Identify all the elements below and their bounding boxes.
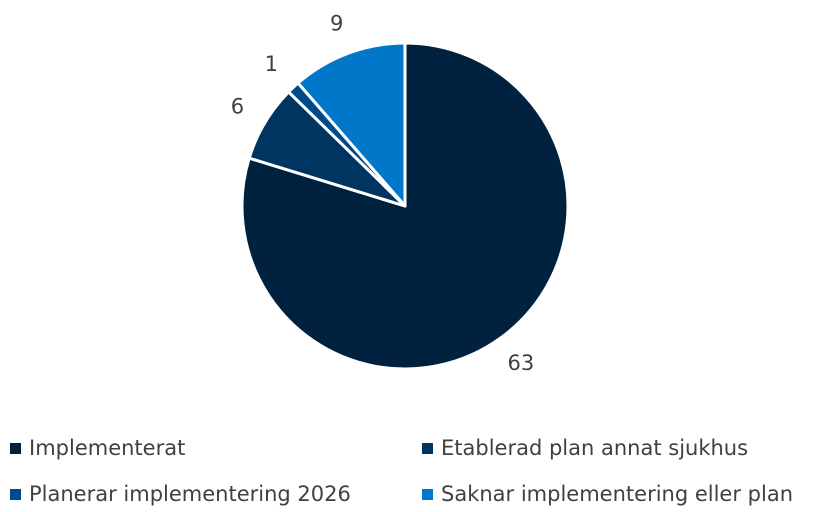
legend-label-planerar-implementering: Planerar implementering 2026	[29, 482, 351, 506]
pie-chart: 63 61 9	[231, 11, 570, 375]
data-label-planerar-implementering-2026: 1	[265, 52, 278, 76]
chart-legend: Implementerat Etablerad plan annat sjukh…	[10, 432, 816, 510]
legend-swatch-implementerat	[10, 442, 21, 454]
legend-item-implementerat: Implementerat	[10, 432, 422, 464]
pie-slice-saknar-implementering-eller-plan	[296, 41, 407, 208]
pie-slices	[240, 41, 570, 371]
data-label-saknar-implementering-eller-plan: 9	[330, 11, 343, 35]
legend-swatch-etablerad-plan	[422, 442, 433, 454]
legend-item-planerar-implementering: Planerar implementering 2026	[10, 478, 422, 510]
legend-swatch-saknar-implementering	[422, 488, 433, 500]
legend-item-saknar-implementering: Saknar implementering eller plan	[422, 478, 816, 510]
legend-item-etablerad-plan: Etablerad plan annat sjukhus	[422, 432, 816, 464]
data-label-etablerad-plan-annat-sjukhus: 6	[231, 94, 244, 118]
legend-label-saknar-implementering: Saknar implementering eller plan	[441, 482, 794, 506]
legend-label-etablerad-plan: Etablerad plan annat sjukhus	[441, 436, 749, 460]
data-label-implementerat: 63	[508, 351, 535, 375]
legend-label-implementerat: Implementerat	[29, 436, 186, 460]
legend-swatch-planerar-implementering	[10, 488, 21, 500]
pie-data-labels: 63 61 9	[231, 11, 534, 374]
